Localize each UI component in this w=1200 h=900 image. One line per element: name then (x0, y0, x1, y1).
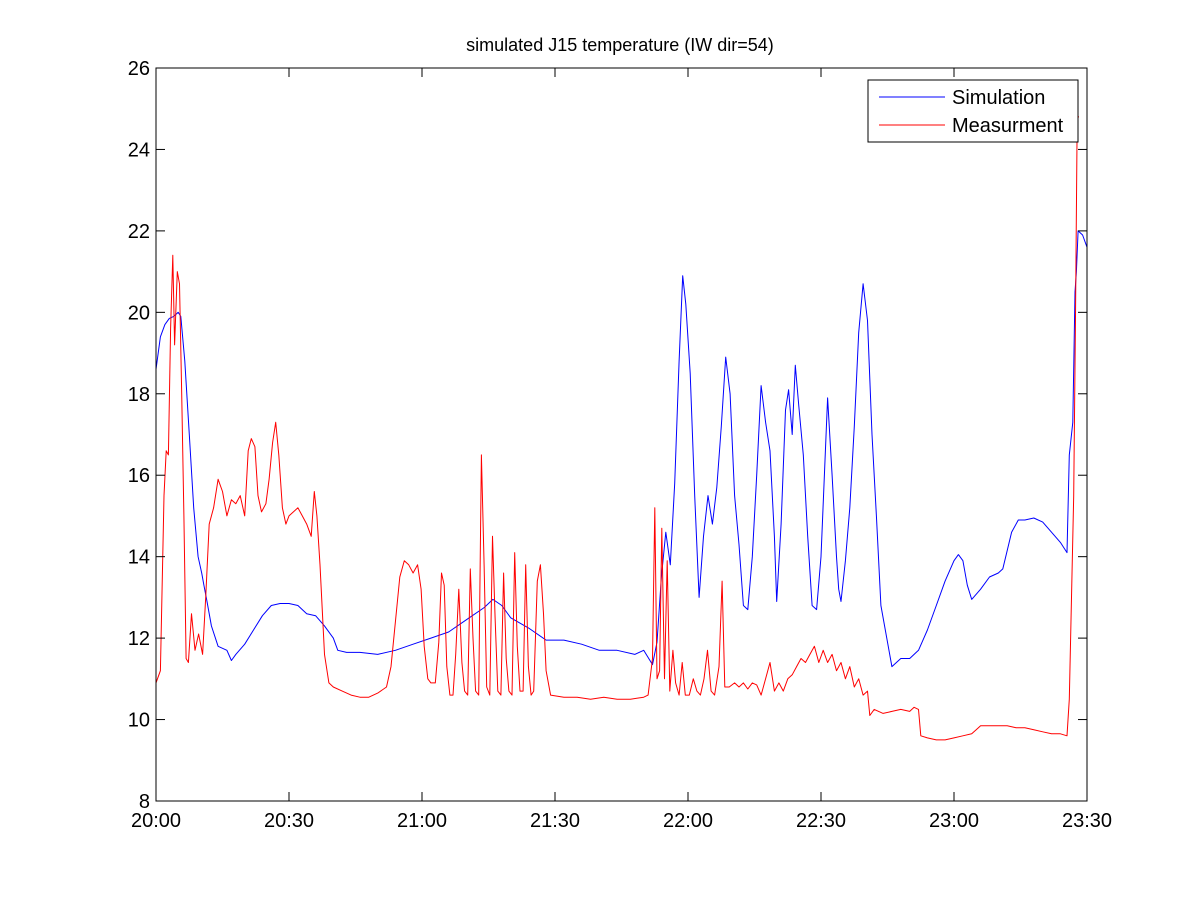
x-tick-label: 21:30 (530, 810, 580, 832)
plot-area-frame (155, 67, 1088, 802)
legend: Simulation Measurment (867, 79, 1079, 143)
legend-label-simulation: Simulation (952, 87, 1045, 109)
x-tick-label: 21:00 (397, 810, 447, 832)
y-tick-label: 8 (139, 791, 150, 813)
y-tick-label: 20 (128, 302, 150, 324)
y-tick-label: 16 (128, 465, 150, 487)
series-layer (156, 116, 1087, 741)
x-tick-label: 22:30 (796, 810, 846, 832)
y-tick-label: 12 (128, 628, 150, 650)
y-axis: 8 10 12 14 16 18 20 22 24 26 (128, 58, 1087, 813)
series-line-measurment (156, 116, 1079, 741)
legend-label-measurment: Measurment (952, 115, 1064, 137)
x-tick-label: 20:00 (131, 810, 181, 832)
legend-box (867, 79, 1079, 143)
x-tick-label: 22:00 (663, 810, 713, 832)
chart-title: simulated J15 temperature (IW dir=54) (466, 35, 774, 55)
x-tick-label: 23:00 (929, 810, 979, 832)
y-tick-label: 24 (128, 139, 150, 161)
y-tick-label: 22 (128, 221, 150, 243)
y-tick-label: 14 (128, 547, 150, 569)
y-tick-label: 10 (128, 710, 150, 732)
y-tick-label: 18 (128, 384, 150, 406)
x-tick-label: 23:30 (1062, 810, 1112, 832)
x-tick-label: 20:30 (264, 810, 314, 832)
y-tick-label: 26 (128, 58, 150, 80)
series-line-simulation (156, 230, 1087, 668)
x-axis: 20:00 20:30 21:00 21:30 22:00 22:30 23:00 23:30 (131, 68, 1112, 832)
